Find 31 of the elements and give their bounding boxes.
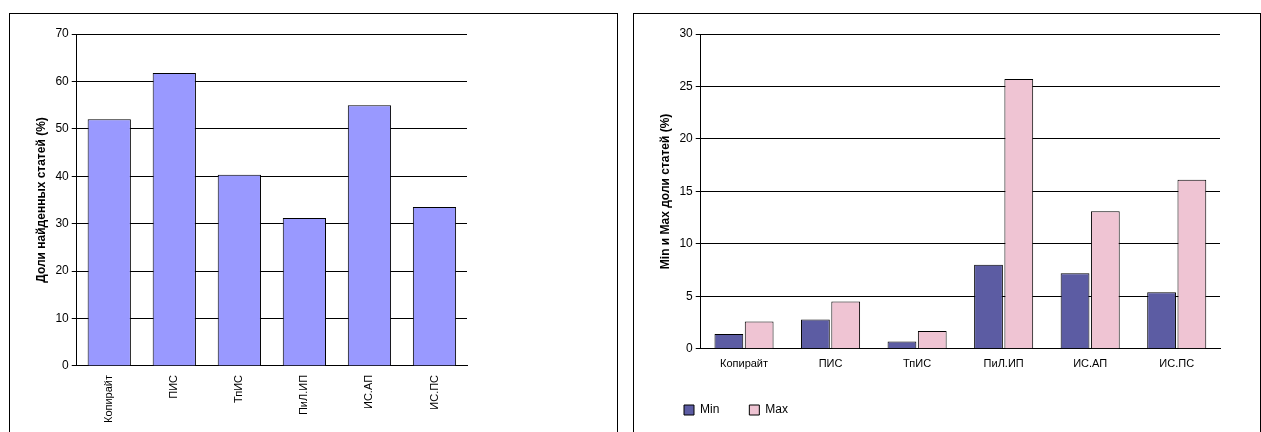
- x-tick-label: ИС.АП: [362, 374, 375, 409]
- y-tick-label: 50: [55, 121, 70, 136]
- y-axis-title: Доли найденных статей (%): [33, 117, 48, 283]
- y-tick-label: 0: [686, 341, 694, 356]
- y-tick-label: 10: [55, 310, 70, 325]
- y-tick-label: 10: [679, 236, 694, 251]
- y-tick-label: 0: [62, 358, 70, 373]
- x-tick-label: ИС.ПС: [427, 374, 440, 410]
- y-tick-label: 20: [679, 131, 694, 146]
- x-tick-label: Копирайт: [102, 374, 115, 423]
- x-tick-label: ПиЛ.ИП: [297, 374, 310, 416]
- x-tick-label: ПИС: [167, 374, 180, 399]
- legend-label: Min: [700, 402, 720, 417]
- x-tick-label: ИС.ПС: [1159, 357, 1195, 370]
- x-tick-label: ПИС: [818, 357, 843, 370]
- y-tick-label: 70: [55, 26, 70, 41]
- y-tick-label: 60: [55, 73, 70, 88]
- y-tick-label: 15: [679, 183, 694, 198]
- legend-label: Max: [765, 402, 789, 417]
- x-tick-label: ПиЛ.ИП: [983, 357, 1024, 370]
- x-tick-label: ТпИС: [232, 374, 245, 403]
- y-tick-label: 25: [679, 78, 694, 93]
- y-tick-label: 5: [686, 288, 694, 303]
- x-tick-label: ИС.АП: [1073, 357, 1108, 370]
- y-tick-label: 40: [55, 168, 70, 183]
- x-tick-label: ТпИС: [903, 357, 932, 370]
- x-tick-label: Копирайт: [720, 357, 769, 370]
- y-axis-title: Min и Max доли статей (%): [657, 113, 672, 270]
- y-tick-label: 20: [55, 263, 70, 278]
- y-tick-label: 30: [55, 216, 70, 230]
- y-tick-label: 30: [679, 26, 694, 41]
